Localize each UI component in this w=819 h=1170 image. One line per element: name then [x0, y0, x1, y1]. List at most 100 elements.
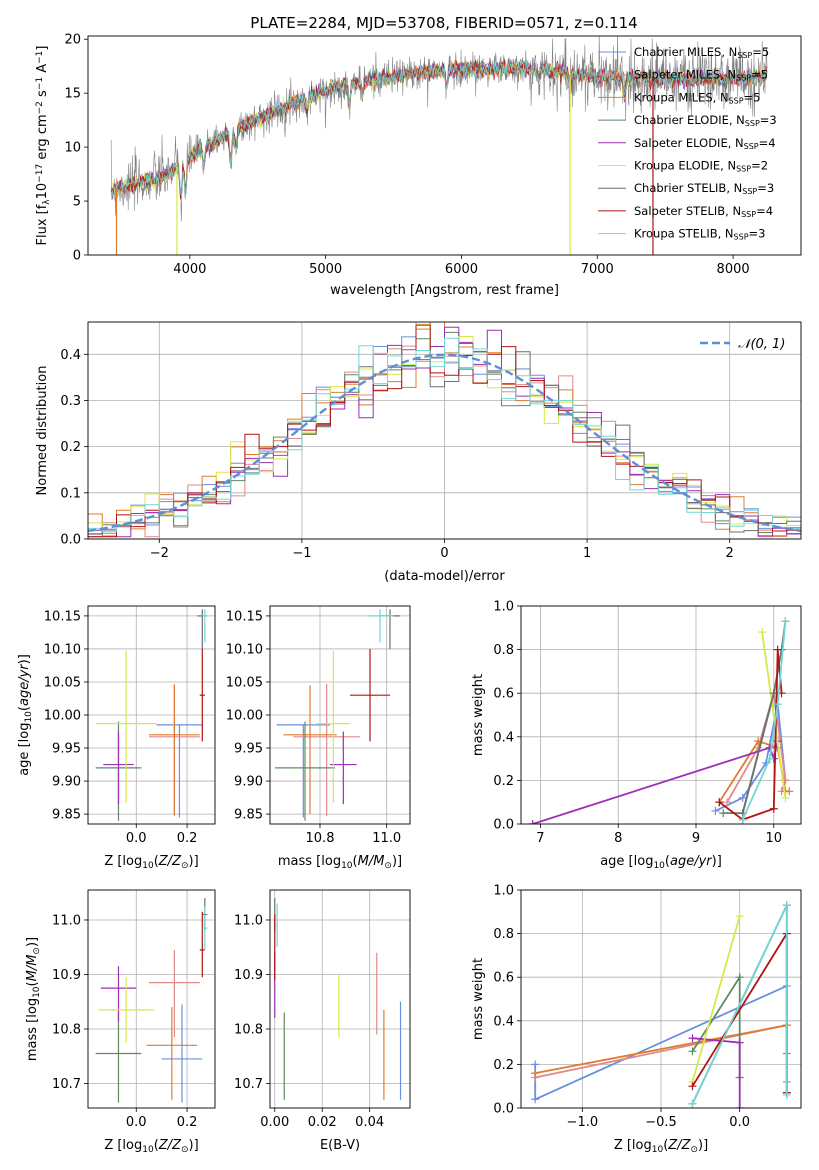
- series-marker: [688, 1099, 697, 1108]
- age_vs_mass-points: [275, 609, 400, 821]
- series-marker: [773, 645, 782, 654]
- x-axis-label: E(B-V): [320, 1138, 360, 1153]
- errorbar-point: [283, 685, 337, 815]
- y-axis-label: Flux [fλ10−17 erg cm−2 s−1 A−1]: [35, 46, 52, 246]
- series-line: [741, 621, 787, 820]
- legend-entry: Salpeter ELODIE, NSSP=4: [634, 136, 776, 151]
- mass_vs_Z-panel: 0.0 0.2 10.7 10.8 10.9 11.0 Z [log10(Z/Z⊙)] mas…: [25, 889, 216, 1155]
- y-tick-label: 0.4: [60, 348, 81, 363]
- series-marker: [688, 1082, 697, 1091]
- errorbar-point: [199, 911, 205, 978]
- spectrum-legend: Chabrier MILES, NSSP=5 Salpeter MILES, NS…: [598, 45, 777, 242]
- series-marker: [781, 793, 790, 802]
- age_vs_mass-panel: 10.8 11.0 9.85 9.90 9.95 10.00 10.05 10.10 10.15…: [226, 605, 411, 871]
- y-axis-label: age [log10(age/yr)]: [17, 654, 34, 776]
- y-axis-label: mass weight: [471, 674, 486, 756]
- y-tick-label: 15: [64, 87, 81, 102]
- series-marker: [531, 1095, 540, 1104]
- y-tick-label: 10.10: [226, 642, 263, 657]
- y-tick-label: 0.2: [493, 1058, 514, 1073]
- errorbar-point: [330, 731, 357, 805]
- age_vs_Z-panel: 0.0 0.2 9.85 9.90 9.95 10.00 10.05 10.10 10.15 Z …: [17, 605, 216, 871]
- y-tick-label: 10: [64, 141, 81, 156]
- y-tick-label: 0.6: [493, 971, 514, 986]
- series-line: [691, 915, 741, 1083]
- legend-entry: Chabrier MILES, NSSP=5: [634, 45, 769, 60]
- x-tick-label: 9: [692, 831, 700, 846]
- y-tick-label: 0.8: [493, 927, 514, 942]
- errorbar-point: [148, 949, 200, 1038]
- x-tick-label: 0.0: [126, 1115, 147, 1130]
- y-tick-label: 10.05: [44, 675, 81, 690]
- y-tick-label: 0.2: [60, 440, 81, 455]
- x-axis-label: mass [log10(M/M⊙)]: [278, 854, 402, 871]
- legend-entry: 𝒩(0, 1): [738, 337, 785, 352]
- y-tick-label: 0.4: [493, 730, 514, 745]
- errorbar-point: [148, 685, 200, 815]
- y-tick-label: 10.9: [52, 968, 81, 983]
- errorbar-point: [161, 1004, 203, 1103]
- axes-frame: [87, 321, 802, 540]
- errorbar-point: [197, 609, 208, 649]
- series-marker: [735, 1038, 744, 1047]
- axes-frame: [87, 889, 216, 1109]
- axes-frame: [87, 605, 216, 825]
- x-axis-label: Z [log10(Z/Z⊙)]: [104, 854, 198, 871]
- y-tick-label: 10.05: [226, 675, 263, 690]
- legend-entry: Kroupa ELODIE, NSSP=2: [634, 159, 768, 174]
- errorbar-point: [98, 977, 155, 1043]
- series-marker: [528, 820, 537, 824]
- axes-frame: [520, 605, 802, 825]
- series-marker: [688, 1047, 697, 1056]
- y-tick-label: 9.95: [234, 742, 263, 757]
- x-tick-label: 0.2: [177, 831, 198, 846]
- axes-frame: [520, 889, 802, 1109]
- x-tick-label: 10.8: [306, 831, 335, 846]
- legend-entry: Chabrier STELIB, NSSP=3: [634, 181, 774, 196]
- series-marker: [782, 1090, 791, 1099]
- y-tick-label: 5: [73, 195, 81, 210]
- x-tick-label: 0.02: [308, 1115, 337, 1130]
- series-line: [532, 741, 779, 824]
- legend-entry: Chabrier ELODIE, NSSP=3: [634, 113, 777, 128]
- x-tick-label: −1: [292, 546, 311, 561]
- x-tick-label: 2: [726, 546, 734, 561]
- figure-title: PLATE=2284, MJD=53708, FIBERID=0571, z=0…: [250, 14, 637, 32]
- series-marker: [735, 973, 744, 982]
- hist-step: [88, 324, 801, 538]
- age_vs_Z-points: [95, 609, 208, 821]
- x-tick-label: 5000: [309, 262, 342, 277]
- x-tick-label: 0.04: [355, 1115, 384, 1130]
- y-tick-label: 10.7: [234, 1077, 263, 1092]
- y-tick-label: 0.3: [60, 394, 81, 409]
- hist-step: [88, 343, 801, 535]
- y-tick-label: 0.2: [493, 774, 514, 789]
- y-tick-label: 10.10: [44, 642, 81, 657]
- y-tick-label: 9.85: [52, 808, 81, 823]
- y-tick-label: 10.00: [44, 709, 81, 724]
- x-tick-label: 6000: [445, 262, 478, 277]
- x-tick-label: −0.5: [645, 1115, 677, 1130]
- errorbar-point: [316, 650, 350, 803]
- x-tick-label: −2: [150, 546, 169, 561]
- y-tick-label: 10.15: [44, 609, 81, 624]
- errorbar-point: [380, 609, 400, 649]
- x-tick-label: 8: [614, 831, 622, 846]
- y-tick-label: 10.9: [234, 968, 263, 983]
- errorbar-point: [95, 1009, 142, 1103]
- y-tick-label: 11.0: [234, 913, 263, 928]
- series-marker: [782, 901, 791, 910]
- errorbar-point: [275, 721, 335, 821]
- y-tick-label: 0.0: [493, 1102, 514, 1117]
- residual_hist-panel: −2 −1 0 1 2 0.0 0.1 0.2 0.3 0.4 (data-model)/error…: [35, 321, 802, 584]
- normal-curve: [88, 353, 801, 533]
- series-marker: [765, 743, 774, 752]
- x-tick-label: 0.2: [177, 1115, 198, 1130]
- errorbar-point: [103, 731, 134, 805]
- model-line: [110, 59, 768, 197]
- axes-frame: [269, 889, 411, 1109]
- errorbar-point: [199, 648, 205, 742]
- series-marker: [531, 1060, 540, 1069]
- x-tick-label: 0.0: [126, 831, 147, 846]
